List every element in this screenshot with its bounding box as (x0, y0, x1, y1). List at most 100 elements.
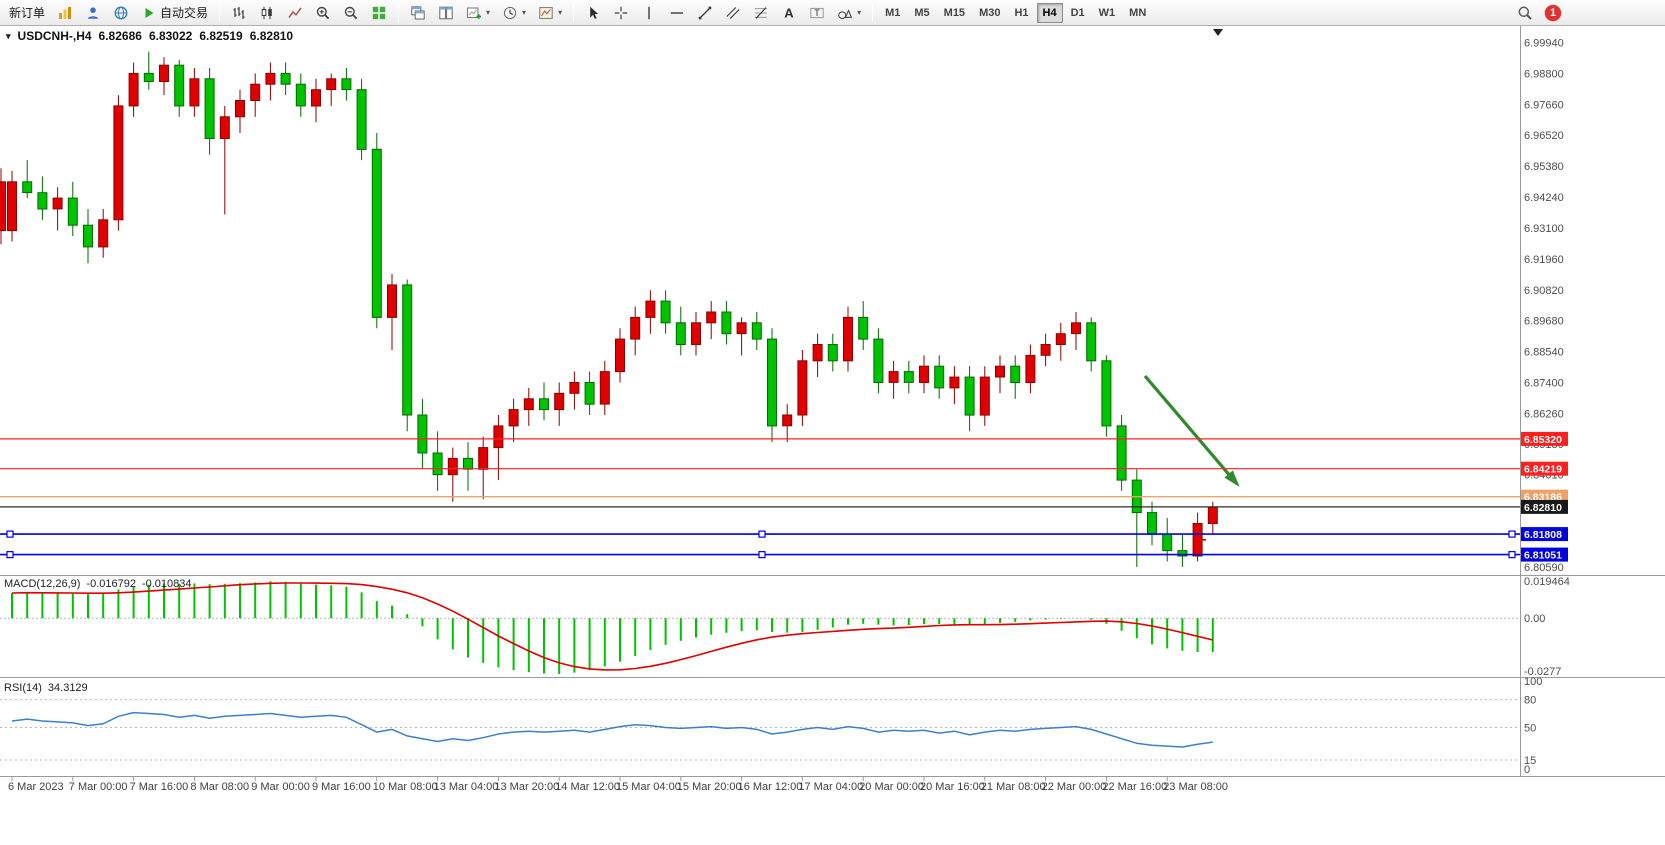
rsi-pane[interactable]: 100 80 50 150 (0, 676, 1542, 776)
line-handle[interactable] (758, 530, 766, 538)
time-tick-label: 13 Mar 20:00 (494, 781, 559, 793)
line-handle[interactable] (758, 551, 766, 559)
channel-button[interactable] (720, 2, 746, 24)
line-handle[interactable] (1508, 551, 1516, 559)
time-tick-label: 14 Mar 12:00 (555, 781, 620, 793)
price-axis-badge-label: 6.81808 (1524, 529, 1562, 541)
timeframe-h1-button[interactable]: H1 (1008, 3, 1034, 23)
globe-button[interactable] (108, 2, 134, 24)
candle-body (843, 316, 853, 362)
fibonacci-button[interactable] (748, 2, 774, 24)
label-button[interactable]: T (804, 2, 830, 24)
candle-body (341, 78, 352, 91)
rsi-line (11, 711, 1213, 748)
candle-body (52, 197, 63, 210)
chart-canvas[interactable]: 6.99940 6.98800 6.97660 6.96520 6.95380 6.942… (0, 26, 1665, 845)
zoom-out-button[interactable] (338, 2, 364, 24)
price-pane[interactable] (0, 51, 1240, 567)
text-button[interactable]: A (776, 2, 802, 24)
price-cross-marker (1194, 533, 1206, 546)
user-button[interactable] (80, 2, 106, 24)
trend-arrow-object[interactable] (1143, 374, 1239, 485)
candle-body (736, 322, 747, 335)
line-handle[interactable] (6, 551, 14, 559)
price-tick-label: 6.93100 (1524, 223, 1564, 235)
crosshair-button[interactable] (608, 2, 634, 24)
timeframe-mn-button[interactable]: MN (1123, 3, 1152, 23)
timeframe-m1-button[interactable]: M1 (879, 3, 906, 23)
rsi-axis-label: 15 (1524, 755, 1536, 767)
periods-icon (503, 6, 517, 19)
price-tick-label: 6.91960 (1524, 254, 1564, 266)
timeframe-h4-button[interactable]: H4 (1036, 2, 1063, 23)
price-tick-label: 6.96520 (1524, 130, 1564, 142)
candle-body (1025, 354, 1036, 383)
dropdown-arrow-icon: ▾ (486, 8, 491, 17)
auto-trading-button[interactable]: 自动交易 (136, 2, 213, 24)
svg-text:A: A (784, 5, 794, 20)
price-axis[interactable]: 6.99940 6.98800 6.97660 6.96520 6.95380 6.942… (1520, 26, 1569, 776)
price-tick-label: 6.87400 (1524, 377, 1564, 389)
time-tick-label: 8 Mar 08:00 (190, 781, 249, 793)
rsi-axis-label: 80 (1524, 695, 1536, 707)
bar-chart-button[interactable] (226, 2, 252, 24)
zoom-in-button[interactable] (310, 2, 336, 24)
timeframe-m30-button[interactable]: M30 (973, 3, 1006, 23)
candle-body (280, 72, 291, 85)
rsi-axis-label: 0 (1524, 764, 1530, 776)
candle-body (949, 376, 960, 389)
templates-button[interactable]: ▾ (533, 2, 567, 24)
candle-body (143, 72, 154, 83)
time-tick-label: 22 Mar 00:00 (1042, 781, 1107, 793)
new-order-button[interactable]: 新订单 (4, 2, 50, 24)
candle-body (83, 224, 93, 248)
stats-button[interactable] (52, 2, 78, 24)
candle-body (311, 89, 321, 107)
line-chart-button[interactable] (282, 2, 308, 24)
candle-body (1116, 425, 1127, 481)
price-lines-layer (0, 438, 1520, 559)
line-handle[interactable] (6, 530, 14, 538)
cursor-button[interactable] (580, 2, 606, 24)
timeframe-m15-button[interactable]: M15 (938, 3, 971, 23)
shapes-button[interactable]: ▾ (832, 2, 866, 24)
time-tick-label: 13 Mar 04:00 (434, 781, 499, 793)
trendline-button[interactable] (692, 2, 718, 24)
candle-body (1177, 550, 1188, 557)
candlestick-button[interactable] (254, 2, 280, 24)
notification-badge[interactable]: 1 (1545, 5, 1561, 21)
line-handle[interactable] (1508, 530, 1516, 538)
tile-vertical-button[interactable] (433, 2, 459, 24)
timeframe-m5-button[interactable]: M5 (908, 3, 935, 23)
time-tick-label: 23 Mar 08:00 (1163, 781, 1228, 793)
crosshair-icon (614, 6, 628, 19)
auto-trading-button-label: 自动交易 (160, 6, 209, 20)
timeframe-w1-button[interactable]: W1 (1093, 3, 1122, 23)
price-tick-label: 6.98800 (1524, 68, 1564, 80)
chart-area[interactable]: 6.99940 6.98800 6.97660 6.96520 6.95380 6.942… (0, 26, 1665, 845)
candle-body (447, 457, 458, 476)
candlestick-icon (261, 6, 272, 19)
time-axis[interactable]: 6 Mar 2023 7 Mar 00:00 7 Mar 16:00 8 Mar 08… (0, 776, 1665, 794)
vertical-line-button[interactable] (636, 2, 662, 24)
horizontal-line-button[interactable] (664, 2, 690, 24)
price-axis-badge (1521, 431, 1568, 446)
time-tick-label: 16 Mar 12:00 (738, 781, 803, 793)
price-tick-label: 6.88540 (1524, 347, 1564, 359)
periods-button[interactable]: ▾ (497, 2, 531, 24)
search-button[interactable] (1512, 2, 1538, 24)
time-tick-label: 15 Mar 20:00 (677, 781, 742, 793)
new-chart-button[interactable]: ▾ (461, 2, 495, 24)
stats-icon (59, 6, 72, 19)
rsi-axis-label: 50 (1524, 723, 1536, 735)
tile-windows-button[interactable] (366, 2, 392, 24)
cascade-windows-icon (411, 5, 425, 19)
candle-body (1071, 322, 1081, 335)
cascade-windows-button[interactable] (405, 2, 431, 24)
price-tick-label: 6.95380 (1524, 161, 1564, 173)
candle-body (523, 398, 534, 411)
candle-body (174, 64, 185, 107)
candle-body (721, 311, 732, 335)
macd-pane[interactable]: 0.019464 0.00 -0.0277 (0, 576, 1570, 678)
timeframe-d1-button[interactable]: D1 (1065, 3, 1091, 23)
